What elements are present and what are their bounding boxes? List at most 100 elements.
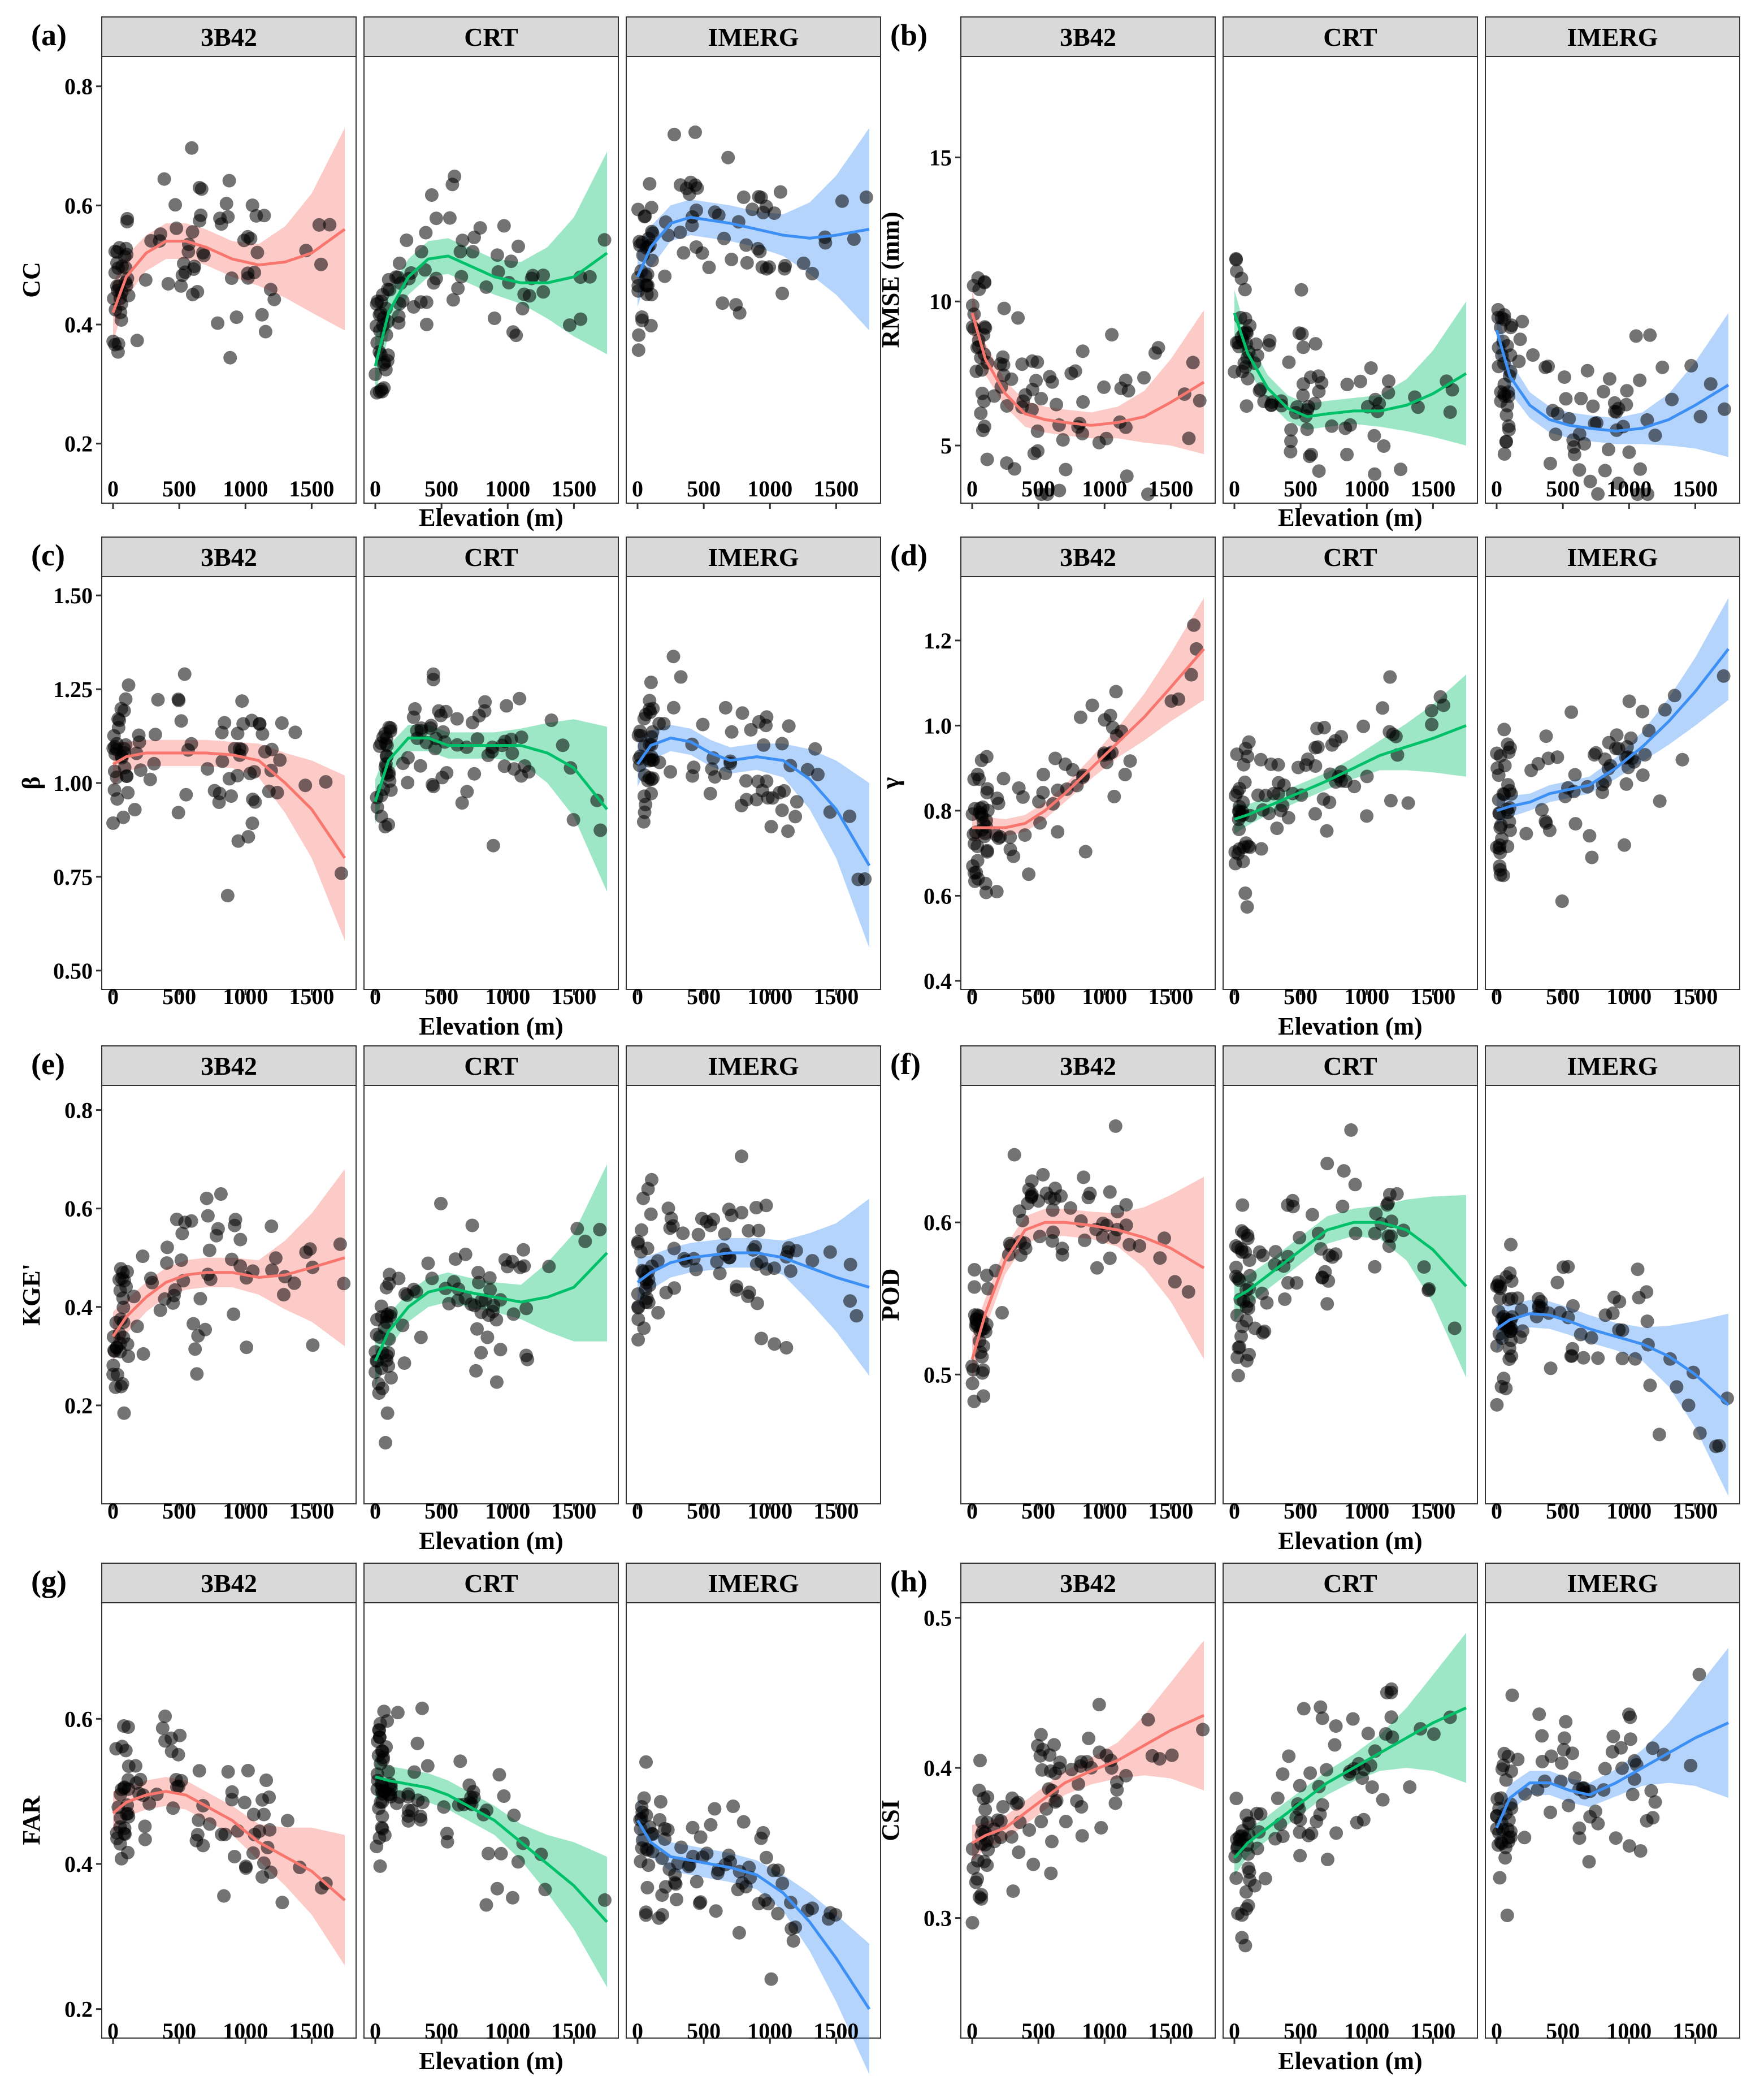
data-point	[1137, 371, 1151, 385]
data-point	[247, 765, 261, 779]
data-point	[674, 1840, 688, 1854]
x-tick-label: 1000	[1606, 1498, 1652, 1524]
data-point	[789, 1244, 803, 1258]
data-point	[1417, 1260, 1431, 1274]
data-point	[639, 269, 653, 283]
data-point	[200, 1191, 214, 1205]
data-point	[823, 805, 837, 819]
data-point	[397, 1356, 411, 1370]
data-point	[1012, 1845, 1026, 1859]
y-tick-label: 1.00	[53, 771, 93, 796]
data-point	[718, 700, 733, 715]
data-point	[147, 756, 161, 771]
smooth-line	[1496, 648, 1730, 812]
smooth-line	[972, 648, 1205, 829]
data-point	[1005, 1791, 1019, 1805]
facet-strip	[363, 1563, 619, 1603]
data-point	[970, 1308, 985, 1322]
data-point	[143, 772, 157, 786]
data-point	[373, 1859, 387, 1873]
data-point	[117, 1719, 131, 1733]
data-point	[1447, 1321, 1462, 1335]
facet-imerg: IMERG 0 500 1000 1500	[626, 16, 881, 509]
data-point	[248, 1828, 262, 1841]
data-point	[717, 231, 731, 245]
data-point	[732, 1926, 746, 1940]
data-point	[1585, 850, 1599, 864]
data-point	[1308, 337, 1323, 351]
facet-strip-label: 3B42	[201, 1052, 257, 1080]
data-point	[1574, 391, 1588, 405]
data-point	[1193, 393, 1207, 408]
data-point	[1631, 1262, 1645, 1277]
data-point	[1693, 409, 1707, 423]
data-point	[668, 1281, 682, 1295]
data-point	[1648, 429, 1662, 443]
data-point	[1303, 1766, 1317, 1780]
data-point	[273, 753, 287, 767]
data-point	[666, 650, 681, 664]
data-point	[177, 667, 192, 681]
data-point	[1108, 1796, 1122, 1810]
panel-letter: (b)	[890, 18, 927, 52]
data-point	[1591, 1351, 1605, 1365]
data-point	[1445, 383, 1459, 397]
data-point	[1612, 1323, 1626, 1337]
data-point	[227, 1850, 241, 1863]
data-point	[1074, 1755, 1088, 1769]
x-tick-label: 500	[1021, 476, 1055, 501]
data-point	[257, 1856, 271, 1870]
data-point	[258, 745, 272, 759]
data-point	[494, 1846, 508, 1861]
data-point	[133, 1772, 148, 1786]
data-point	[1230, 785, 1245, 799]
data-point	[1601, 443, 1615, 457]
data-point	[1037, 768, 1050, 781]
data-point	[1380, 1198, 1394, 1212]
facet-3b42: 3B42 0 500 1000 1500	[960, 16, 1216, 509]
y-tick-label: 15	[929, 145, 952, 170]
data-point	[1265, 395, 1279, 409]
data-point	[635, 1223, 648, 1237]
data-point	[783, 1264, 798, 1278]
data-point	[1425, 717, 1439, 732]
data-point	[1384, 794, 1398, 808]
data-point	[1093, 1745, 1107, 1759]
data-point	[383, 1309, 397, 1323]
data-point	[456, 233, 470, 248]
data-point	[1684, 1759, 1698, 1772]
data-point	[1360, 769, 1374, 784]
data-point	[1034, 392, 1048, 406]
data-point	[1250, 1841, 1264, 1855]
smooth-line	[636, 1819, 871, 2010]
data-point	[978, 876, 992, 890]
data-point	[442, 1296, 456, 1310]
data-point	[997, 301, 1011, 315]
data-point	[1311, 740, 1325, 754]
data-point	[1268, 1832, 1282, 1846]
data-point	[990, 885, 1004, 899]
data-point	[1314, 1700, 1328, 1714]
data-point	[1636, 768, 1650, 782]
data-point	[377, 1784, 391, 1798]
data-point	[224, 271, 239, 286]
data-point	[1090, 1261, 1104, 1275]
y-tick-label: 5	[940, 433, 952, 458]
facet-strip	[363, 537, 619, 577]
facet-crt: CRT 0 500 1000 1500	[363, 537, 619, 1009]
data-point	[319, 775, 333, 789]
data-point	[1617, 838, 1631, 852]
y-tick-label: 0.50	[53, 958, 93, 984]
data-point	[119, 1280, 133, 1294]
data-point	[337, 1277, 351, 1291]
data-point	[241, 266, 255, 280]
confidence-band	[1497, 1300, 1728, 1496]
data-point	[1018, 828, 1032, 842]
data-point	[439, 704, 453, 719]
facet-3b42: 3B42 0 500 1000 1500	[101, 1563, 357, 2044]
data-point	[975, 386, 989, 400]
data-point	[467, 767, 482, 781]
data-point	[413, 759, 427, 773]
data-point	[966, 859, 980, 873]
data-point	[1092, 435, 1106, 449]
